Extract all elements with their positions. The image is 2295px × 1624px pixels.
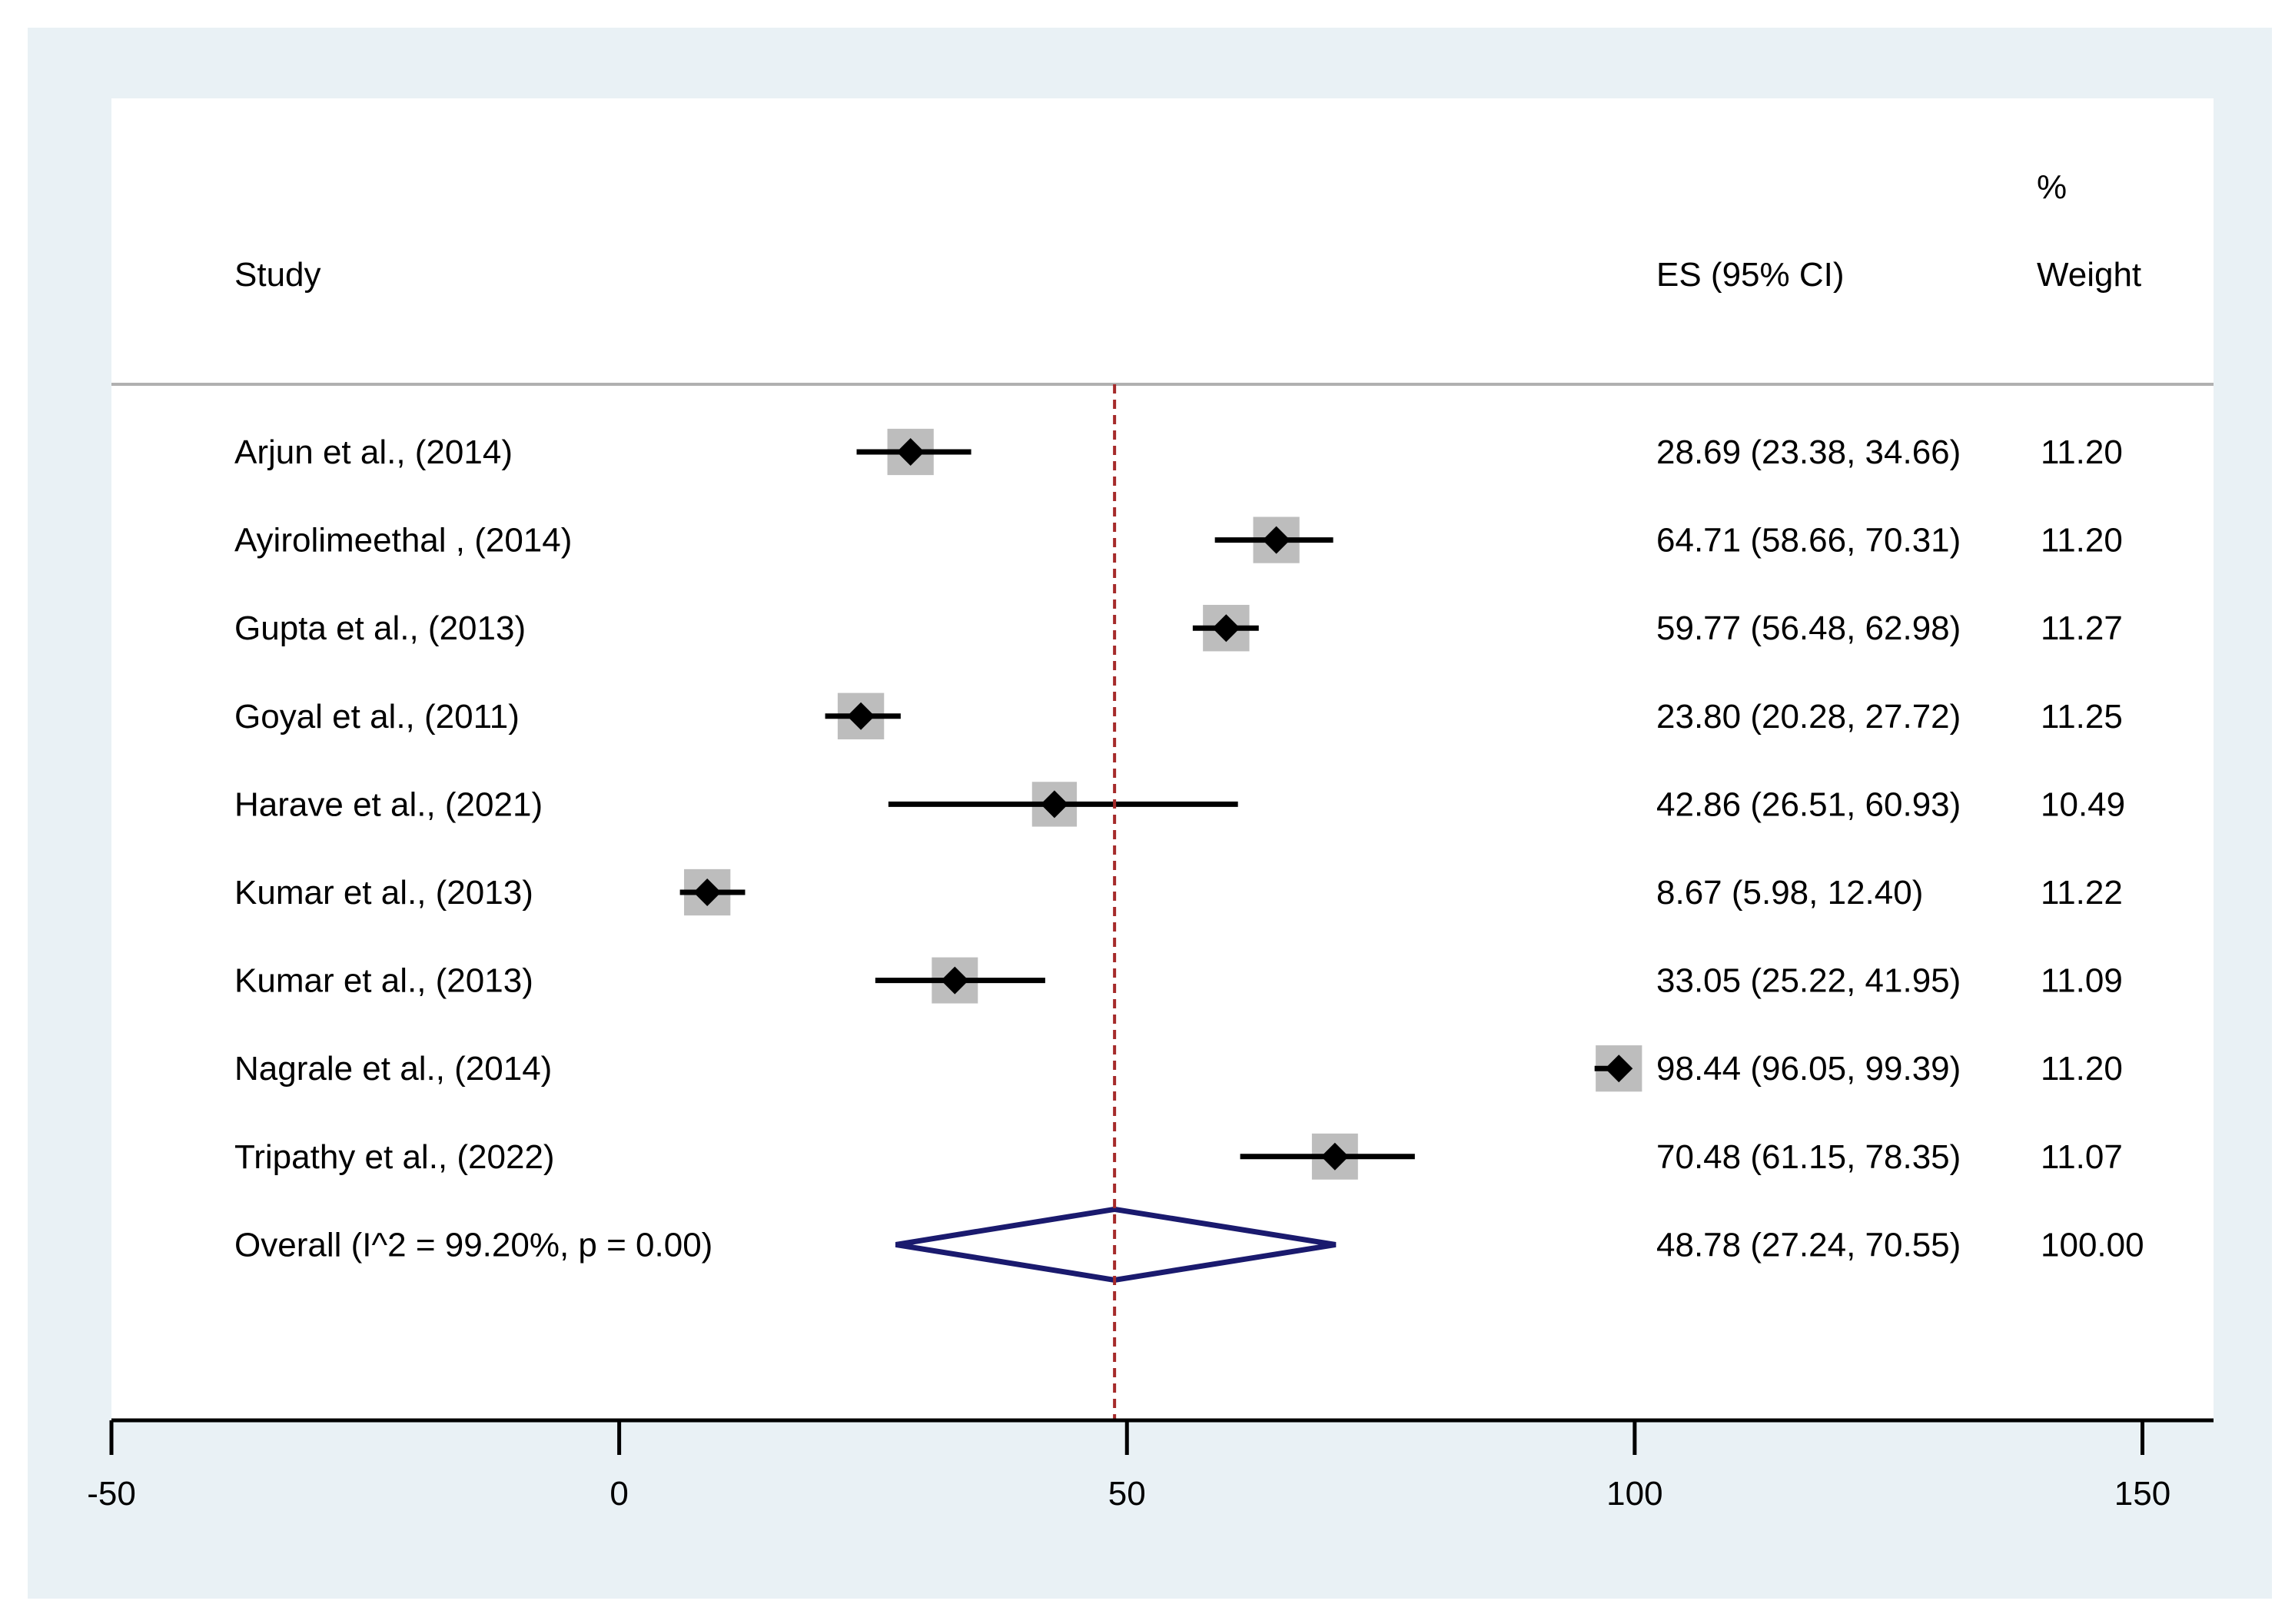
weight-value: 11.27: [2041, 609, 2123, 647]
point-estimate-marker: [1262, 526, 1290, 554]
overall-diamond: [895, 1206, 1337, 1283]
weight-value: 11.07: [2041, 1138, 2123, 1176]
es-ci-value: 23.80 (20.28, 27.72): [1656, 698, 1961, 736]
weight-value: 11.22: [2041, 874, 2123, 912]
es-ci-value: 70.48 (61.15, 78.35): [1656, 1138, 1961, 1176]
overall-label: Overall (I^2 = 99.20%, p = 0.00): [234, 1226, 712, 1264]
study-label: Ayirolimeethal , (2014): [234, 522, 572, 560]
point-estimate-marker: [896, 438, 925, 466]
es-ci-value: 33.05 (25.22, 41.95): [1656, 962, 1961, 1000]
x-tick-label: 150: [2114, 1475, 2170, 1513]
study-label: Arjun et al., (2014): [234, 433, 513, 471]
study-label: Harave et al., (2021): [234, 785, 543, 823]
point-estimate-marker: [1605, 1054, 1633, 1083]
x-tick-label: 50: [1108, 1475, 1146, 1513]
point-estimate-marker: [1212, 614, 1240, 643]
point-estimate-marker: [1320, 1142, 1349, 1171]
es-ci-value: 8.67 (5.98, 12.40): [1656, 874, 1923, 912]
point-estimate-marker: [1040, 790, 1068, 819]
study-rows: Arjun et al., (2014) 28.69 (23.38, 34.66)…: [234, 384, 2144, 1420]
es-ci-value: 28.69 (23.38, 34.66): [1656, 433, 1961, 471]
study-label: Gupta et al., (2013): [234, 609, 526, 647]
overall-es-ci-value: 48.78 (27.24, 70.55): [1656, 1226, 1961, 1264]
x-tick-label: -50: [87, 1475, 136, 1513]
study-label: Nagrale et al., (2014): [234, 1050, 552, 1088]
weight-value: 11.09: [2041, 962, 2123, 1000]
weight-value: 11.20: [2041, 522, 2123, 560]
x-axis: -50 0 50 100 150: [87, 1418, 2214, 1513]
weight-value: 10.49: [2041, 785, 2125, 823]
plot-area: [111, 98, 2214, 1420]
weight-value: 11.20: [2041, 433, 2123, 471]
es-ci-value: 64.71 (58.66, 70.31): [1656, 522, 1961, 560]
weight-header-percent: %: [2037, 168, 2067, 206]
es-ci-value: 59.77 (56.48, 62.98): [1656, 609, 1961, 647]
overall-weight-value: 100.00: [2041, 1226, 2144, 1264]
study-column-header: Study: [234, 256, 321, 294]
es-ci-value: 42.86 (26.51, 60.93): [1656, 785, 1961, 823]
study-label: Tripathy et al., (2022): [234, 1138, 555, 1176]
point-estimate-marker: [941, 966, 969, 995]
study-label: Goyal et al., (2011): [234, 698, 520, 736]
weight-column-header: Weight: [2037, 256, 2141, 294]
point-estimate-marker: [847, 702, 875, 730]
weight-value: 11.20: [2041, 1050, 2123, 1088]
es-ci-value: 98.44 (96.05, 99.39): [1656, 1050, 1961, 1088]
point-estimate-marker: [693, 878, 722, 906]
es-column-header: ES (95% CI): [1656, 256, 1845, 294]
study-label: Kumar et al., (2013): [234, 874, 533, 912]
study-label: Kumar et al., (2013): [234, 962, 533, 1000]
x-tick-label: 100: [1606, 1475, 1662, 1513]
weight-value: 11.25: [2041, 698, 2123, 736]
x-tick-label: 0: [609, 1475, 628, 1513]
